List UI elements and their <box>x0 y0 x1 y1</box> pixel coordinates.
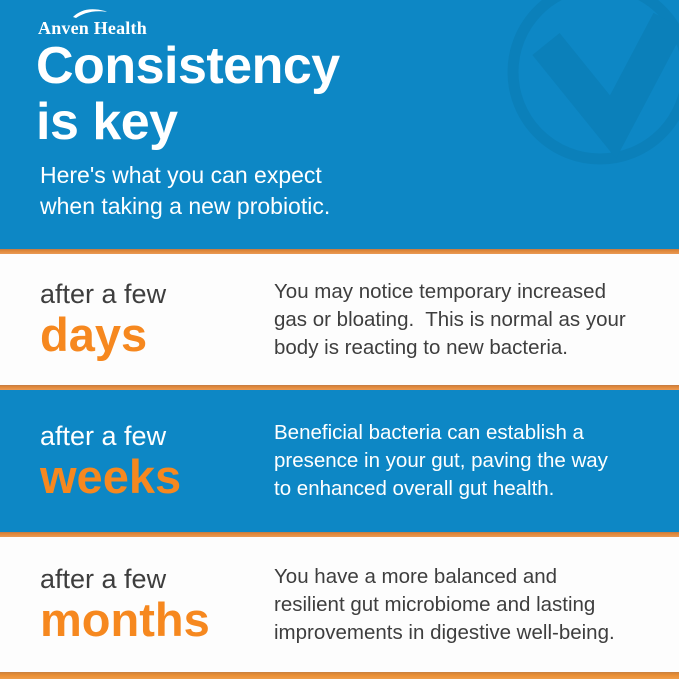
description-line: gas or bloating. This is normal as your <box>274 307 626 331</box>
subtitle-line-2: when taking a new probiotic. <box>40 193 331 219</box>
description-line: resilient gut microbiome and lasting <box>274 592 596 616</box>
leaf-swoosh-icon <box>73 9 107 18</box>
description-line: presence in your gut, paving the way <box>274 449 608 472</box>
stage-keyword-days: days <box>40 308 148 361</box>
title-line-2: is key <box>36 93 178 151</box>
orange-divider-top <box>0 249 679 254</box>
title-line-1: Consistency <box>36 37 340 95</box>
description-line: Beneficial bacteria can establish a <box>274 421 584 444</box>
stage-label-months: after a few months <box>0 564 274 645</box>
orange-divider-middle-1 <box>0 385 679 390</box>
orange-bottom-bar <box>0 672 679 679</box>
stage-description-weeks: Beneficial bacteria can establish a pres… <box>274 419 679 503</box>
description-line: You may notice temporary increased <box>274 279 606 303</box>
stage-prefix: after a few <box>40 564 167 594</box>
orange-divider-middle-2 <box>0 532 679 537</box>
header-section: Anven Health Consistency is key Here's w… <box>0 0 679 249</box>
stage-description-months: You have a more balanced and resilient g… <box>274 563 679 647</box>
description-line: You have a more balanced and <box>274 564 558 588</box>
page-title: Consistency is key <box>36 38 340 150</box>
description-line: improvements in digestive well-being. <box>274 620 615 644</box>
description-line: body is reacting to new bacteria. <box>274 335 568 359</box>
subtitle-line-1: Here's what you can expect <box>40 162 322 188</box>
stage-prefix: after a few <box>40 420 167 451</box>
stage-label-weeks: after a few weeks <box>0 421 274 502</box>
page-subtitle: Here's what you can expect when taking a… <box>40 160 330 222</box>
brand-logo: Anven Health <box>38 7 147 39</box>
stage-keyword-weeks: weeks <box>40 449 182 503</box>
description-line: to enhanced overall gut health. <box>274 477 555 500</box>
brand-name: Anven Health <box>38 18 147 38</box>
stage-row-months: after a few months You have a more balan… <box>0 537 679 672</box>
stage-description-days: You may notice temporary increased gas o… <box>274 278 679 362</box>
stage-label-days: after a few days <box>0 279 274 360</box>
stage-row-days: after a few days You may notice temporar… <box>0 254 679 385</box>
stage-keyword-months: months <box>40 593 210 646</box>
stage-row-weeks: after a few weeks Beneficial bacteria ca… <box>0 390 679 532</box>
stage-prefix: after a few <box>40 279 167 309</box>
